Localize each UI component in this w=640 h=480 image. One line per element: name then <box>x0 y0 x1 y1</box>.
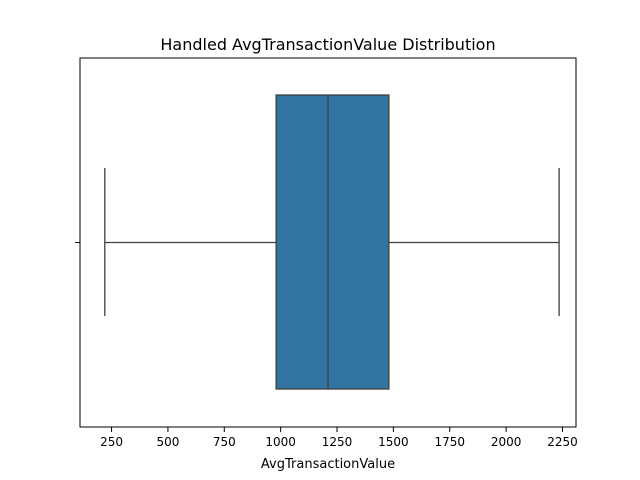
iqr-box <box>275 94 390 390</box>
x-axis-label: AvgTransactionValue <box>261 457 395 472</box>
x-tick-label-1250: 1250 <box>322 435 353 449</box>
x-tick-label-1000: 1000 <box>265 435 296 449</box>
x-tick-label-500: 500 <box>156 435 179 449</box>
x-tick-label-1500: 1500 <box>378 435 409 449</box>
chart-title: Handled AvgTransactionValue Distribution <box>160 35 495 54</box>
plot-marks <box>104 94 560 390</box>
x-tick-label-750: 750 <box>213 435 236 449</box>
x-tick-label-2000: 2000 <box>491 435 522 449</box>
x-tick-label-250: 250 <box>100 435 123 449</box>
x-axis-ticks: 250 500 750 1000 1250 1500 1750 2000 2250 <box>100 427 578 449</box>
x-tick-label-1750: 1750 <box>434 435 465 449</box>
x-tick-label-2250: 2250 <box>547 435 578 449</box>
